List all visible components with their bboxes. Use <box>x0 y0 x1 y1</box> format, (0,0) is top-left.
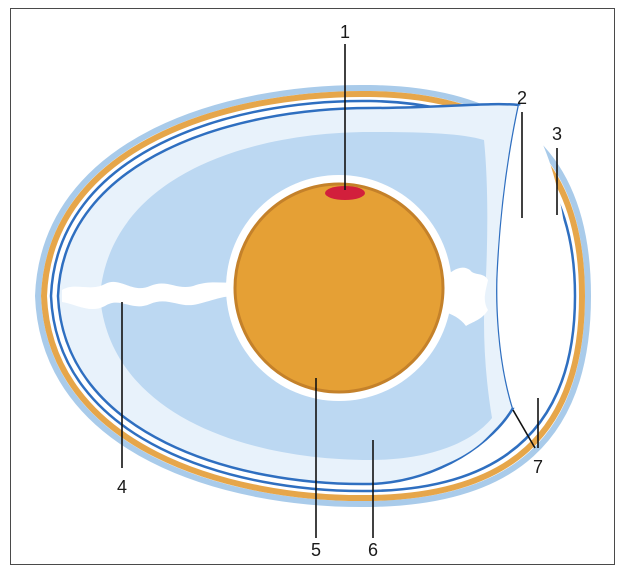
chalaza-left <box>62 281 236 310</box>
label-4: 4 <box>117 477 127 497</box>
chalaza-right <box>444 267 488 326</box>
leader-line-7a <box>512 409 536 449</box>
outer-halo <box>34 84 592 508</box>
label-1: 1 <box>340 22 350 42</box>
yolk <box>233 182 445 394</box>
label-6: 6 <box>368 540 378 560</box>
label-2: 2 <box>517 88 527 108</box>
label-7: 7 <box>533 457 543 477</box>
label-5: 5 <box>311 540 321 560</box>
germinal-disc <box>325 186 365 200</box>
air-cell <box>497 105 570 408</box>
label-3: 3 <box>552 124 562 144</box>
